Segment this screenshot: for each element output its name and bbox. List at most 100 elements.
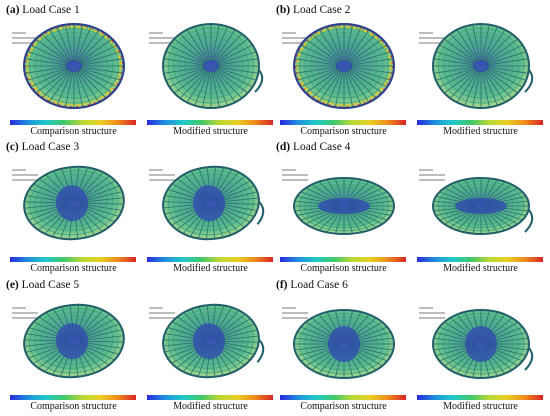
mesh-spoke (214, 69, 243, 99)
legend-text-mark (282, 317, 308, 319)
mesh-spoke (215, 68, 253, 88)
mesh-spoke (163, 66, 206, 74)
deformation-zone (192, 323, 226, 360)
dome-mesh (432, 177, 534, 235)
mesh-spoke (481, 24, 490, 62)
deformation-zone (473, 60, 489, 72)
mesh-spoke (305, 68, 340, 94)
mesh-spoke (435, 51, 476, 65)
legend-text-mark (149, 312, 175, 314)
panel-title: (a) Load Case 1 (6, 4, 80, 16)
mesh-spoke (64, 70, 74, 108)
legend-text-mark (282, 174, 308, 176)
mesh-spoke (484, 69, 513, 99)
mesh-spoke (79, 66, 124, 74)
mesh-spoke (472, 24, 481, 62)
view-caption: Modified structure (173, 126, 248, 137)
mesh-spoke (449, 33, 478, 63)
panel-title: (c) Load Case 3 (6, 141, 80, 153)
colorbar (147, 395, 273, 400)
comparison-view: Comparison structure (6, 151, 141, 274)
dome-mesh (23, 23, 125, 109)
spiral-tail (524, 209, 534, 233)
panel-title: (b) Load Case 2 (276, 4, 351, 16)
mesh-spoke (349, 67, 392, 81)
mesh-spoke (214, 33, 243, 63)
mesh-spoke (349, 44, 388, 64)
dome-mesh (23, 303, 125, 379)
deformation-zone (465, 326, 497, 362)
colorbar (10, 395, 136, 400)
mesh-spoke (211, 24, 220, 62)
legend-text-mark (282, 42, 308, 44)
spiral-tail (256, 339, 265, 363)
legend-text-mark (282, 169, 296, 171)
view-caption: Modified structure (173, 401, 248, 412)
mesh-spoke (305, 38, 340, 64)
view-caption: Comparison structure (300, 401, 387, 412)
mesh-spoke (35, 68, 70, 94)
mesh-spoke (311, 69, 341, 99)
view-caption: Comparison structure (300, 263, 387, 274)
legend-text-mark (12, 42, 38, 44)
legend-text-mark (12, 37, 38, 39)
mesh-spoke (345, 70, 362, 106)
mesh-spoke (300, 44, 339, 64)
mesh-spoke (202, 24, 211, 62)
legend-text-mark (12, 32, 26, 34)
mesh-spoke (482, 70, 498, 106)
mesh-spoke (179, 33, 208, 63)
mesh-spoke (486, 67, 527, 81)
mesh-spoke (349, 68, 388, 88)
mesh-spoke (344, 70, 354, 108)
spiral-tail (524, 69, 534, 93)
view-caption: Modified structure (443, 263, 518, 274)
mesh-spoke (216, 66, 259, 74)
modified-structure-plot (417, 307, 543, 400)
mesh-spoke (56, 70, 73, 106)
mesh-spoke (78, 68, 113, 94)
mesh-spoke (486, 66, 529, 74)
deformation-zone (55, 323, 89, 360)
mesh-spoke (213, 29, 236, 62)
panel-title: (e) Load Case 5 (6, 279, 80, 291)
colorbar (10, 120, 136, 125)
mesh-spoke (439, 44, 477, 64)
deformation-zone (455, 198, 507, 214)
dome-mesh (162, 303, 265, 379)
mesh-spoke (349, 51, 392, 65)
mesh-spoke (464, 26, 480, 62)
view-caption: Comparison structure (30, 126, 117, 137)
comparison-view: Comparison structure (276, 289, 411, 412)
mesh-spoke (78, 38, 113, 64)
legend-text-mark (419, 317, 445, 319)
legend-text-mark (282, 32, 296, 34)
mesh-spoke (294, 66, 339, 74)
mesh-spoke (30, 44, 69, 64)
mesh-spoke (318, 29, 342, 62)
mesh-spoke (35, 38, 70, 64)
panel-e: (e) Load Case 5 Comparison structure Mod… (6, 279, 276, 412)
mesh-spoke (165, 51, 206, 65)
view-caption: Comparison structure (30, 263, 117, 274)
comparison-view: Comparison structure (276, 151, 411, 274)
mesh-spoke (439, 68, 477, 88)
mesh-spoke (481, 70, 490, 108)
spiral-tail (254, 69, 264, 93)
mesh-spoke (294, 58, 339, 66)
legend-text-mark (149, 32, 163, 34)
mesh-spoke (485, 38, 519, 64)
spiral-tail (256, 201, 265, 225)
mesh-spoke (345, 26, 362, 62)
mesh-spoke (186, 70, 209, 103)
dome-mesh (293, 309, 395, 379)
mesh-spoke (26, 67, 69, 81)
modified-view: Modified structure (143, 14, 278, 137)
view-caption: Modified structure (443, 126, 518, 137)
mesh-spoke (300, 68, 339, 88)
mesh-spoke (173, 38, 207, 64)
mesh-spoke (485, 68, 519, 94)
mesh-spoke (79, 58, 124, 66)
legend-text-mark (149, 174, 175, 176)
legend-text-mark (419, 169, 433, 171)
